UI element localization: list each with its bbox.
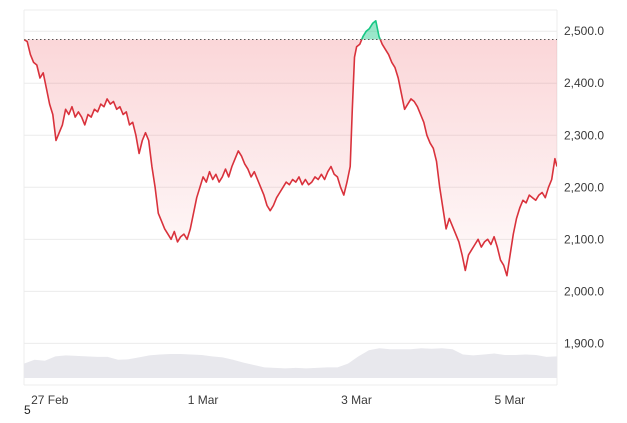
x-tick-label: 5 Mar <box>494 393 525 407</box>
corner-label: 5 <box>24 403 31 417</box>
x-axis-tick-labels: 27 Feb 1 Mar 3 Mar 5 Mar <box>31 393 525 407</box>
y-tick-label: 2,500.0 <box>564 24 604 38</box>
x-tick-label: 1 Mar <box>188 393 219 407</box>
x-tick-label: 27 Feb <box>31 393 69 407</box>
below-baseline-fill <box>24 21 557 276</box>
price-fill <box>24 21 557 276</box>
y-tick-label: 2,200.0 <box>564 180 604 194</box>
y-tick-label: 2,400.0 <box>564 76 604 90</box>
y-tick-label: 1,900.0 <box>564 336 604 350</box>
y-tick-label: 2,300.0 <box>564 128 604 142</box>
y-tick-label: 2,000.0 <box>564 284 604 298</box>
y-axis-tick-labels: 1,900.0 2,000.0 2,100.0 2,200.0 2,300.0 2,400… <box>564 24 604 350</box>
y-tick-label: 2,100.0 <box>564 232 604 246</box>
volume-shape <box>24 348 557 378</box>
volume-area <box>24 348 557 378</box>
x-tick-label: 3 Mar <box>341 393 372 407</box>
